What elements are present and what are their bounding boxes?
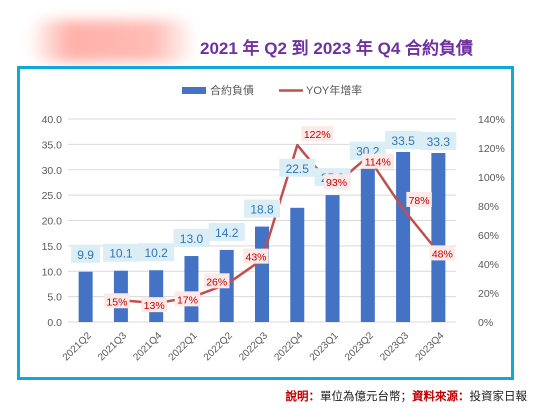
gridlines	[68, 118, 456, 323]
yoy-value-label: 93%	[326, 177, 347, 189]
source-text: 投資家日報	[469, 391, 528, 403]
left-axis: 0.0 5.0 10.0 15.0 20.0 25.0 30.0 35.0 40.0	[42, 114, 63, 329]
page-title: 2021 年 Q2 到 2023 年 Q4 合約負債	[200, 39, 474, 58]
blurred-logo	[28, 20, 196, 62]
bar-series	[78, 151, 446, 322]
right-tick-label: 60%	[478, 230, 499, 242]
yoy-label-box	[203, 273, 230, 289]
note-text: 單位為億元台幣；	[320, 391, 412, 403]
bar-label-box	[208, 222, 245, 241]
x-tick-label: 2023Q2	[343, 330, 376, 363]
chart-frame	[17, 66, 514, 380]
legend-bar-swatch	[182, 87, 206, 94]
x-tick-label: 2021Q4	[131, 330, 164, 363]
left-tick-label: 5.0	[47, 292, 62, 304]
yoy-label-box	[361, 153, 394, 169]
yoy-label-box	[301, 126, 334, 142]
yoy-labels: 15% 13% 17% 26% 43% 122% 93% 114% 78% 48%	[104, 126, 456, 313]
yoy-value-label: 78%	[409, 195, 430, 207]
bar	[149, 270, 164, 322]
left-tick-label: 25.0	[42, 190, 63, 202]
legend-line-label: YOY年增率	[306, 83, 362, 97]
yoy-value-label: 43%	[245, 252, 266, 264]
yoy-value-label: 114%	[365, 157, 391, 169]
x-tick-label: 2022Q2	[202, 330, 235, 363]
bar	[431, 153, 446, 322]
yoy-value-label: 13%	[144, 300, 165, 312]
left-tick-label: 0.0	[47, 317, 62, 329]
x-axis: 2021Q2 2021Q3 2021Q4 2022Q1 2022Q2 2022Q3 2022…	[61, 330, 447, 363]
bar	[290, 207, 305, 322]
bar-label-box	[385, 130, 422, 149]
bar	[184, 256, 199, 322]
x-tick-label: 2021Q3	[96, 330, 129, 363]
yoy-value-label: 17%	[177, 294, 198, 306]
yoy-value-label: 122%	[304, 129, 331, 141]
chart: 0.0 5.0 10.0 15.0 20.0 25.0 30.0 35.0 40.0 0% 20%…	[42, 83, 505, 363]
bar-value-label: 33.3	[427, 135, 451, 149]
x-tick-label: 2022Q4	[272, 330, 305, 363]
source-label: 資料來源：	[412, 391, 470, 403]
yoy-value-label: 26%	[206, 276, 227, 288]
bar	[396, 151, 411, 322]
right-tick-label: 100%	[478, 172, 505, 184]
bar-value-label: 33.5	[391, 134, 415, 148]
right-tick-label: 20%	[478, 288, 499, 300]
yoy-label-box	[104, 293, 130, 309]
x-tick-label: 2022Q3	[237, 330, 270, 363]
bar-value-label: 9.9	[77, 248, 94, 262]
yoy-label-box	[406, 191, 432, 207]
bar	[78, 271, 93, 322]
note-label: 說明：	[285, 391, 321, 403]
left-tick-label: 15.0	[42, 241, 63, 253]
left-tick-label: 10.0	[42, 266, 63, 278]
x-tick-label: 2023Q1	[308, 330, 341, 363]
right-tick-label: 80%	[478, 201, 499, 213]
legend: 合約負債 YOY年增率	[182, 83, 362, 97]
right-tick-label: 40%	[478, 259, 499, 271]
bar-value-label: 14.2	[215, 226, 239, 240]
bar-value-label: 22.5	[286, 162, 310, 176]
bar	[325, 195, 340, 322]
bar	[360, 168, 375, 322]
left-tick-label: 30.0	[42, 165, 63, 177]
right-tick-label: 120%	[478, 143, 505, 155]
yoy-value-label: 15%	[106, 296, 127, 308]
yoy-label-box	[141, 297, 167, 313]
bar-label-box	[420, 132, 457, 151]
left-tick-label: 40.0	[42, 114, 63, 126]
x-tick-label: 2023Q4	[414, 330, 447, 363]
bar-value-label: 10.2	[145, 246, 169, 260]
yoy-label-box	[323, 174, 350, 190]
bar-label-box	[244, 199, 280, 218]
yoy-label-box	[243, 248, 269, 264]
bar-label-box	[173, 229, 210, 248]
legend-bar-label: 合約負債	[210, 83, 254, 97]
left-tick-label: 20.0	[42, 216, 63, 228]
yoy-value-label: 48%	[432, 248, 453, 260]
bar-label-box	[102, 243, 139, 262]
left-tick-label: 35.0	[42, 139, 63, 151]
bar-label-box	[279, 158, 316, 177]
x-tick-label: 2021Q2	[61, 330, 94, 363]
yoy-label-box	[174, 291, 201, 307]
yoy-label-box	[429, 245, 456, 261]
right-tick-label: 140%	[478, 114, 505, 126]
right-tick-label: 0%	[478, 317, 493, 329]
bar-label-box	[138, 243, 175, 262]
right-axis: 0% 20% 40% 60% 80% 100% 120% 140%	[478, 114, 505, 329]
bar-value-label: 18.8	[250, 203, 274, 217]
bar-label-box	[71, 244, 101, 263]
footer-note: 說明：單位為億元台幣；資料來源：投資家日報	[286, 388, 528, 404]
x-tick-label: 2023Q3	[378, 330, 411, 363]
bar-value-label: 13.0	[180, 232, 204, 246]
bar-value-label: 10.1	[109, 247, 133, 261]
x-tick-label: 2022Q1	[167, 330, 200, 363]
